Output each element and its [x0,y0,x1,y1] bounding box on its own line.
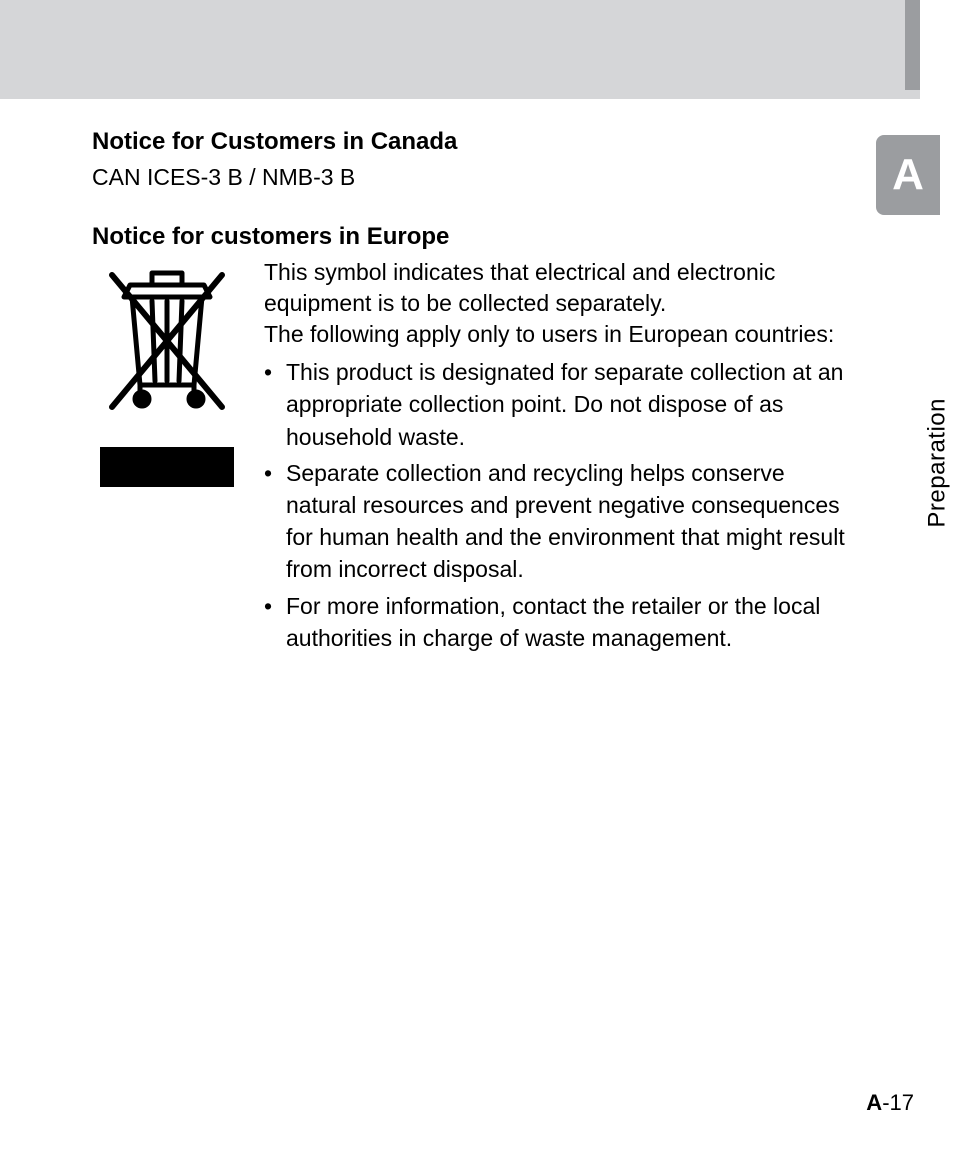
europe-intro-1: This symbol indicates that electrical an… [264,257,852,319]
weee-icon-column [92,257,242,487]
canada-body: CAN ICES-3 B / NMB-3 B [92,162,852,193]
page-edge-tab [905,0,920,90]
europe-bullet: Separate collection and recycling helps … [264,457,852,586]
europe-bullet: For more information, contact the retail… [264,590,852,654]
europe-section: Notice for customers in Europe [92,223,852,658]
section-tab-letter: A [892,150,924,200]
europe-bullet-list: This product is designated for separate … [264,356,852,654]
weee-black-bar [100,447,234,487]
section-vertical-label: Preparation [924,398,952,528]
page-sep: - [882,1090,889,1115]
weee-crossed-bin-icon [92,257,242,417]
page-number: A-17 [866,1090,914,1116]
europe-bullet: This product is designated for separate … [264,356,852,453]
europe-heading: Notice for customers in Europe [92,223,852,251]
page-prefix: A [866,1090,882,1115]
page-num: 17 [890,1090,914,1115]
page-content: Notice for Customers in Canada CAN ICES-… [92,120,852,658]
europe-intro-2: The following apply only to users in Eur… [264,319,852,350]
header-gray-bar [0,0,920,99]
canada-heading: Notice for Customers in Canada [92,128,852,156]
europe-text-column: This symbol indicates that electrical an… [264,257,852,658]
europe-block: This symbol indicates that electrical an… [92,257,852,658]
section-tab: A [876,135,940,215]
